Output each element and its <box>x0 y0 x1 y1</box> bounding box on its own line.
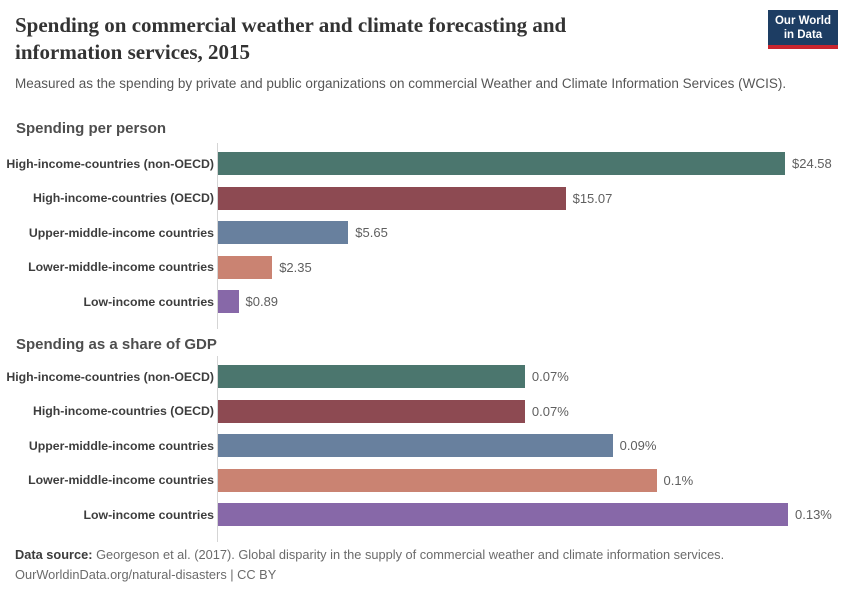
category-label: Lower-middle-income countries <box>28 473 214 487</box>
chart-row: Upper-middle-income countries 0.09% <box>15 434 850 457</box>
bar <box>218 221 349 244</box>
bar <box>218 365 525 388</box>
category-label: High-income-countries (OECD) <box>32 404 214 418</box>
category-label: Lower-middle-income countries <box>28 260 214 274</box>
chart-row: High-income-countries (OECD) 0.07% <box>15 399 850 423</box>
category-label: Low-income countries <box>83 294 215 309</box>
bar <box>218 434 613 457</box>
category-label: Low-income countries <box>83 507 215 522</box>
chart-row: Upper-middle-income countries $5.65 <box>15 221 850 244</box>
category-label: Upper-middle-income countries <box>28 225 214 240</box>
section-heading-spending-share-gdp: Spending as a share of GDP <box>16 336 217 353</box>
bar <box>218 290 239 313</box>
value-label: $0.89 <box>245 294 279 309</box>
page-title: Spending on commercial weather and clima… <box>15 12 755 66</box>
bar <box>218 186 566 210</box>
chart-row: Lower-middle-income countries 0.1% <box>15 468 850 492</box>
value-label: 0.09% <box>619 438 657 453</box>
owid-logo-line-1: Our World <box>774 15 831 27</box>
value-label: 0.07% <box>531 369 569 384</box>
value-label: $24.58 <box>792 156 832 171</box>
chart-row: Low-income countries $0.89 <box>15 290 850 313</box>
chart-row: High-income-countries (non-OECD) 0.07% <box>6 365 850 388</box>
chart-subtitle: Measured as the spending by private and … <box>15 76 787 91</box>
category-label: Upper-middle-income countries <box>28 438 214 453</box>
value-label: 0.1% <box>663 472 694 488</box>
bar <box>218 399 525 423</box>
owid-logo-line-2: in Data <box>783 29 823 41</box>
value-label: $15.07 <box>572 190 613 206</box>
chart-row: Low-income countries 0.13% <box>15 503 850 526</box>
footer-data-source-label: Data source: <box>15 547 93 562</box>
category-label: High-income-countries (non-OECD) <box>6 156 214 171</box>
page-title-line-1: Spending on commercial weather and clima… <box>15 13 567 37</box>
chart-row: High-income-countries (OECD) $15.07 <box>15 186 850 210</box>
bar <box>218 152 785 175</box>
value-label: 0.07% <box>531 403 569 419</box>
bar-chart-spending-per-person: High-income-countries (non-OECD) $24.58 Hi… <box>6 143 850 329</box>
bar <box>218 468 657 492</box>
footer-data-source: Data source: Georgeson et al. (2017). Gl… <box>15 547 835 562</box>
bar <box>218 503 788 526</box>
value-label: $2.35 <box>279 259 312 275</box>
chart-row: High-income-countries (non-OECD) $24.58 <box>6 152 850 175</box>
value-label: 0.13% <box>795 507 832 522</box>
y-axis-line <box>217 143 218 329</box>
page-title-line-2: information services, 2015 <box>15 40 251 64</box>
value-label: $5.65 <box>355 225 388 240</box>
bar-chart-spending-share-gdp: High-income-countries (non-OECD) 0.07% Hig… <box>6 356 850 542</box>
footer-citation: OurWorldinData.org/natural-disasters | C… <box>15 567 277 582</box>
section-heading-spending-per-person: Spending per person <box>16 120 167 137</box>
owid-logo: Our World in Data <box>768 10 838 49</box>
category-label: High-income-countries (non-OECD) <box>6 369 214 384</box>
chart-row: Lower-middle-income countries $2.35 <box>15 255 850 279</box>
category-label: High-income-countries (OECD) <box>32 191 214 205</box>
bar <box>218 255 273 279</box>
footer-data-source-text: Georgeson et al. (2017). Global disparit… <box>92 547 725 562</box>
y-axis-line <box>217 356 218 542</box>
